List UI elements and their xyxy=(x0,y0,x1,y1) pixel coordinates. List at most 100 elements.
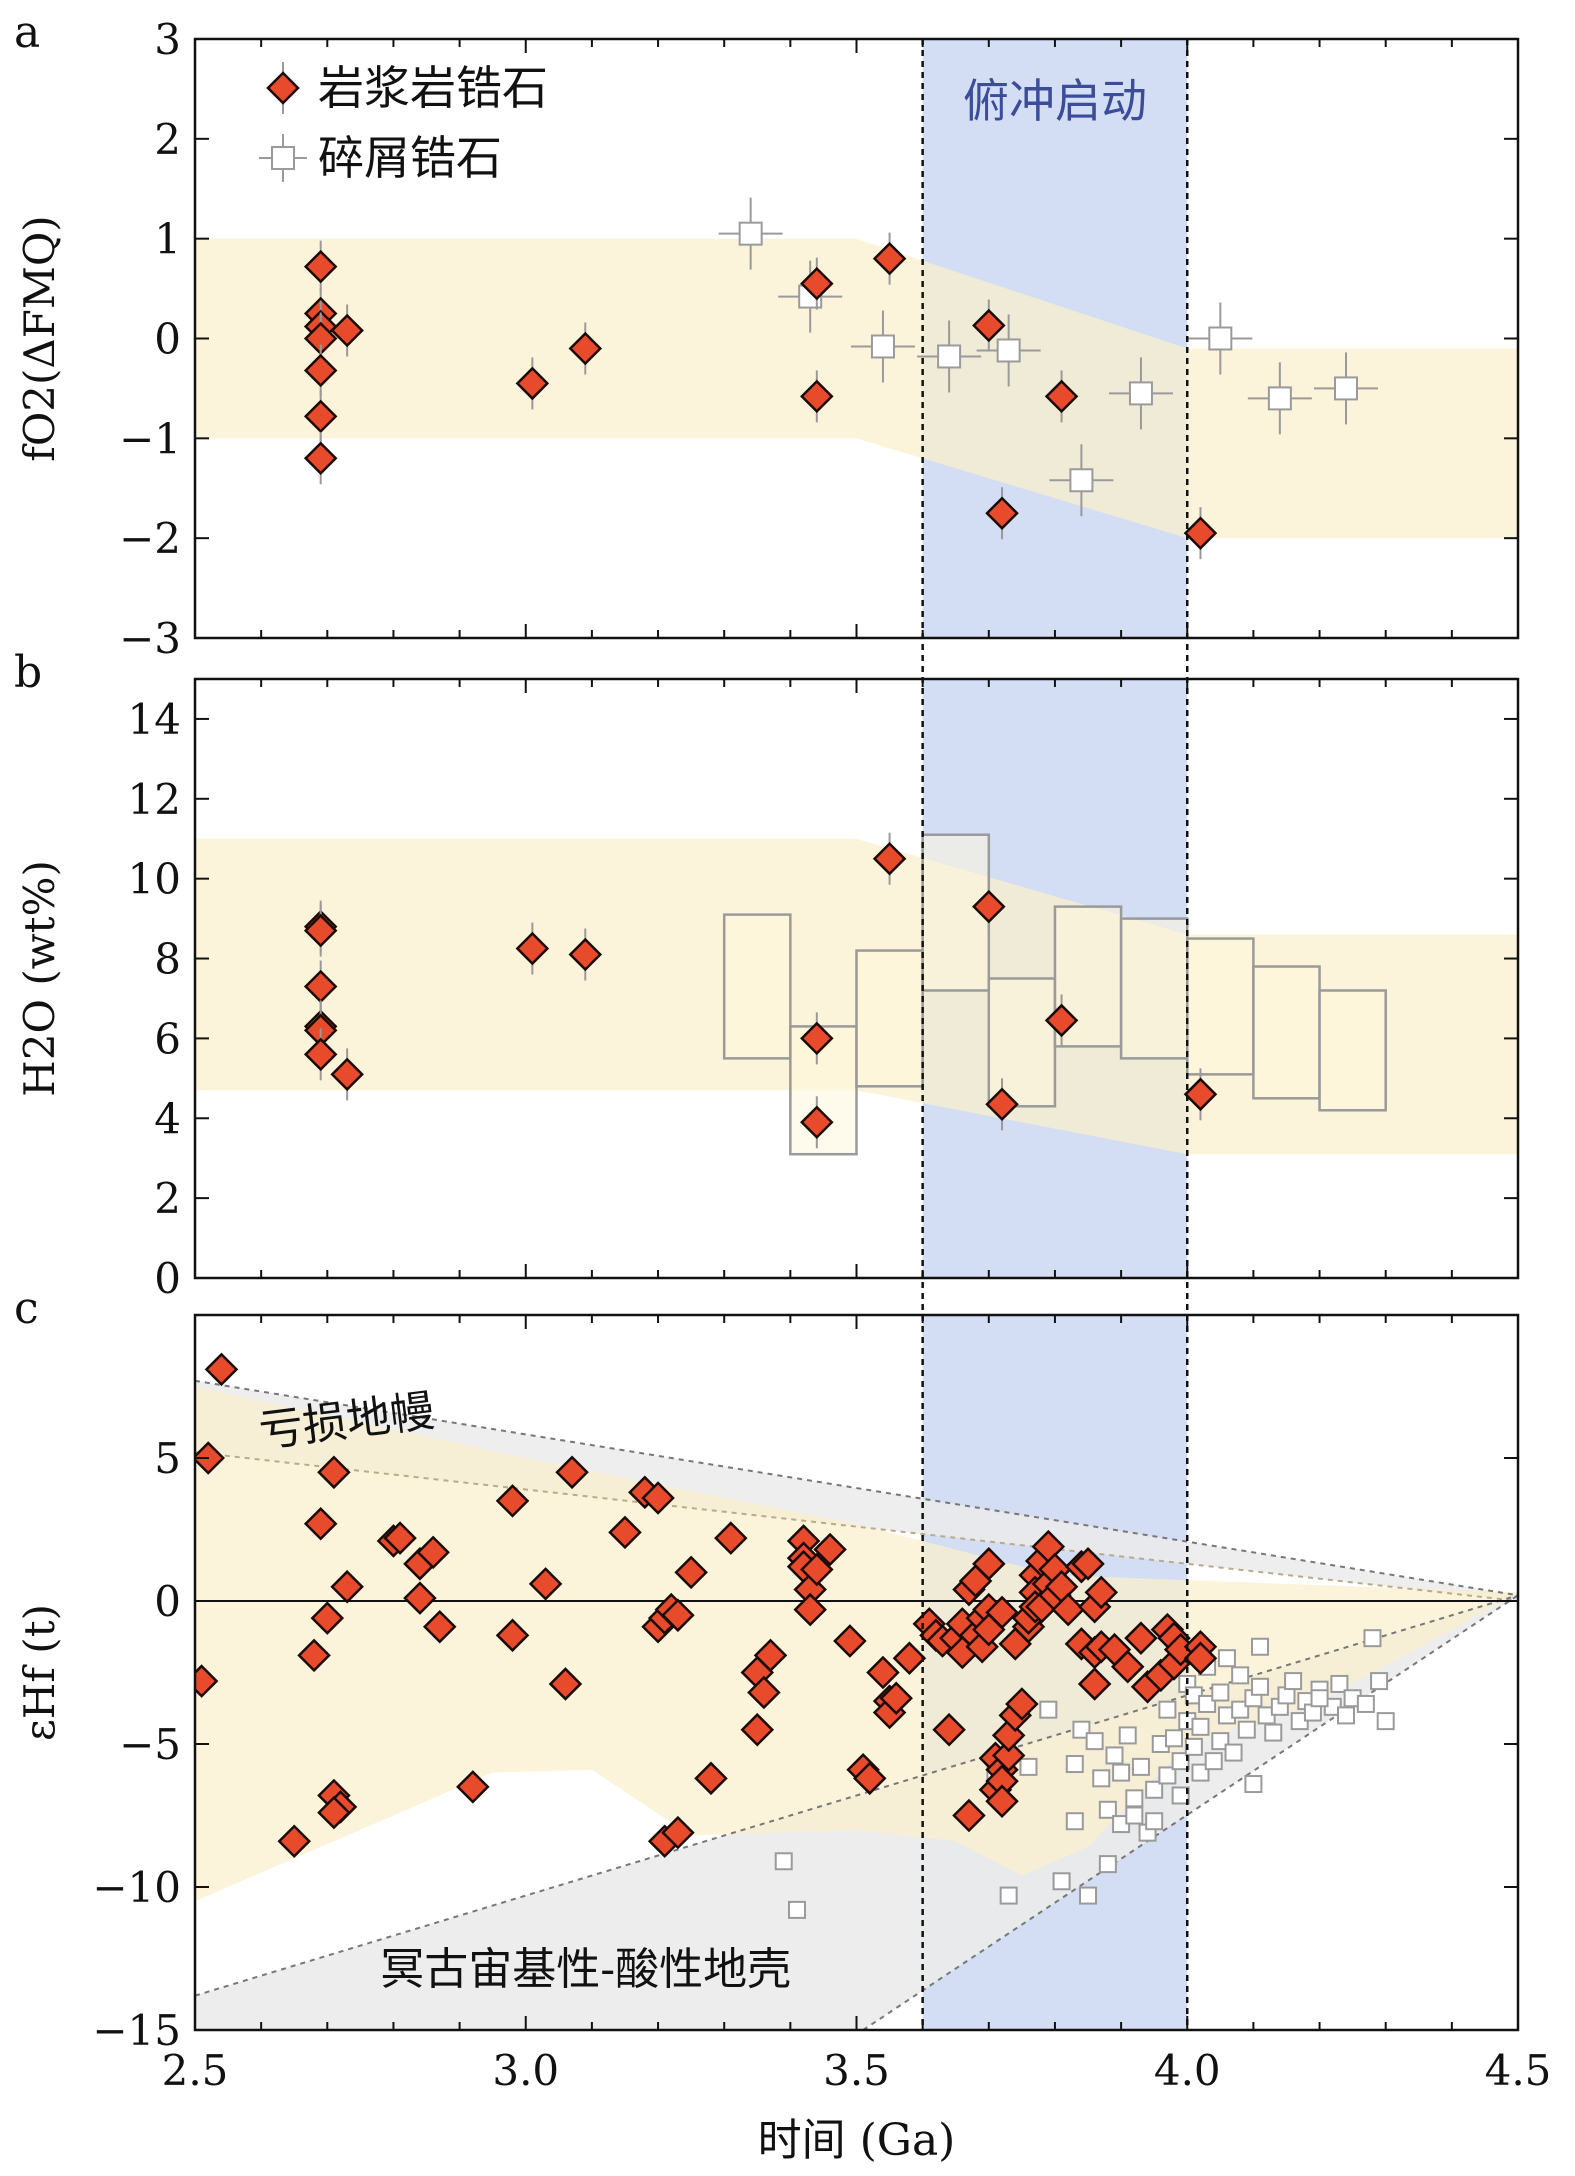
magmatic-point xyxy=(740,1712,775,1747)
magmatic-point xyxy=(568,937,603,972)
magmatic-point xyxy=(195,1441,225,1475)
magmatic-point xyxy=(985,496,1019,530)
magmatic-point xyxy=(1044,1003,1079,1038)
detrital-box xyxy=(1252,965,1321,1100)
magmatic-point xyxy=(833,1624,867,1658)
magmatic-point xyxy=(515,931,550,966)
detrital-point xyxy=(1231,1700,1250,1719)
depleted-mantle-lower-line xyxy=(195,1451,1518,1602)
magmatic-point xyxy=(303,1037,338,1072)
detrital-point xyxy=(1356,1694,1375,1713)
detrital-point xyxy=(1337,1706,1356,1725)
magmatic-point xyxy=(800,379,834,414)
y-tick-label: 12 xyxy=(128,775,181,824)
y-tick-label: 4 xyxy=(154,1094,181,1143)
range-band xyxy=(195,238,1518,539)
legend-detrital-label: 碎屑锆石 xyxy=(318,131,502,185)
y-tick-label: 2 xyxy=(154,115,181,164)
magmatic-point xyxy=(674,1555,708,1590)
detrital-point xyxy=(1251,1677,1270,1696)
magmatic-point xyxy=(330,1569,364,1604)
y-tick-label: 0 xyxy=(154,1577,181,1626)
magmatic-point xyxy=(204,1352,239,1387)
magmatic-point xyxy=(195,1664,219,1698)
detrital-point xyxy=(1237,1720,1256,1739)
shade-label: 俯冲启动 xyxy=(963,74,1147,128)
detrital-point xyxy=(1208,326,1233,351)
y-axis-label: εHf (t) xyxy=(15,1604,64,1741)
magmatic-point xyxy=(694,1761,728,1796)
magmatic-point xyxy=(555,1455,589,1490)
y-tick-label: 8 xyxy=(154,935,181,984)
magmatic-point xyxy=(991,1738,1026,1773)
magmatic-point xyxy=(1183,1641,1218,1675)
magmatic-point xyxy=(952,1798,986,1833)
detrital-point xyxy=(937,344,962,369)
detrital-point xyxy=(870,334,895,359)
detrital-point xyxy=(1376,1712,1395,1731)
y-tick-label: 6 xyxy=(154,1014,181,1063)
magmatic-point xyxy=(456,1770,490,1804)
magmatic-point xyxy=(528,1567,563,1601)
panel-a: −3 −2 −1 0 1 2 3 fO2(ΔFMQ) a xyxy=(14,7,1520,663)
y-tick-label: 0 xyxy=(154,315,181,364)
magmatic-point xyxy=(297,1638,331,1673)
detrital-point xyxy=(1363,1629,1382,1648)
detrital-point xyxy=(1191,1717,1210,1736)
magmatic-point xyxy=(985,1087,1019,1122)
magmatic-point xyxy=(568,331,603,366)
detrital-point xyxy=(1204,1752,1223,1771)
magmatic-point xyxy=(714,1521,748,1555)
magmatic-point xyxy=(800,1552,834,1587)
magmatic-point xyxy=(277,1824,311,1859)
y-axis-label: fO2(ΔFMQ) xyxy=(15,215,64,461)
magmatic-point xyxy=(330,1057,364,1092)
detrital-point xyxy=(1145,1780,1164,1799)
panel-letter: b xyxy=(14,647,42,698)
y-tick-label: 14 xyxy=(128,695,181,744)
magmatic-point xyxy=(495,1618,530,1653)
magmatic-point xyxy=(747,1675,781,1710)
detrital-point xyxy=(1198,1694,1217,1713)
detrital-point xyxy=(1118,1726,1137,1745)
detrital-point xyxy=(1039,1700,1058,1719)
magmatic-point xyxy=(317,1455,351,1490)
magmatic-point xyxy=(1183,1077,1218,1112)
y-tick-label: −5 xyxy=(119,1720,181,1769)
legend-detrital-marker xyxy=(271,146,295,170)
detrital-point xyxy=(1191,1763,1210,1782)
magmatic-point xyxy=(985,1784,1019,1818)
detrital-point xyxy=(1098,1800,1117,1819)
detrital-point xyxy=(1264,1723,1283,1742)
detrital-point xyxy=(1165,1729,1184,1748)
magmatic-point xyxy=(972,308,1006,343)
detrital-point xyxy=(738,221,763,246)
magmatic-point xyxy=(1084,1575,1119,1610)
detrital-point xyxy=(1251,1637,1270,1656)
magmatic-point xyxy=(972,1547,1006,1581)
detrital-point xyxy=(1231,1666,1250,1685)
detrital-point xyxy=(1330,1674,1349,1693)
magmatic-point xyxy=(800,1105,834,1140)
y-tick-label: 1 xyxy=(154,215,181,264)
magmatic-point xyxy=(422,1609,457,1644)
detrital-box xyxy=(921,833,991,992)
detrital-point xyxy=(1267,386,1292,411)
legend-magmatic-marker xyxy=(266,71,300,105)
y-tick-label: 0 xyxy=(154,1254,181,1303)
y-tick-label: −1 xyxy=(119,414,181,463)
magmatic-point xyxy=(753,1638,788,1673)
plot-area xyxy=(195,679,1518,1278)
y-tick-label: −15 xyxy=(92,2006,181,2055)
magmatic-point xyxy=(303,249,338,284)
magmatic-point xyxy=(1183,516,1218,550)
x-tick-label: 3.0 xyxy=(492,2046,559,2095)
y-tick-label: 2 xyxy=(154,1174,181,1223)
detrital-point xyxy=(1211,1732,1230,1751)
magmatic-point xyxy=(1005,1687,1039,1721)
magmatic-point xyxy=(515,366,550,401)
